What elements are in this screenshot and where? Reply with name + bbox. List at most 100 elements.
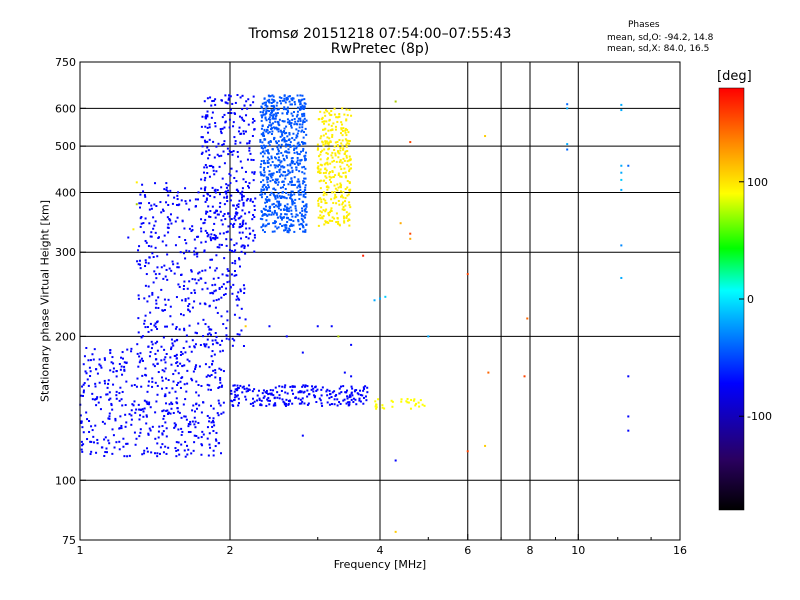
data-point — [263, 134, 266, 137]
data-point — [138, 408, 141, 411]
data-point — [79, 414, 82, 417]
data-point — [207, 149, 210, 152]
data-point — [269, 118, 272, 121]
data-point — [289, 164, 292, 167]
data-point — [291, 190, 294, 193]
data-point — [145, 414, 148, 417]
data-point — [330, 114, 333, 117]
data-point — [407, 401, 410, 404]
data-point — [228, 280, 231, 283]
data-point — [142, 359, 145, 362]
data-point — [218, 286, 221, 289]
data-point — [98, 363, 101, 366]
data-point — [138, 206, 141, 209]
data-point — [187, 305, 190, 308]
data-point — [222, 370, 225, 373]
data-point — [296, 186, 299, 189]
data-point — [271, 174, 274, 177]
data-point — [330, 154, 333, 157]
data-point — [620, 171, 623, 174]
data-point — [274, 225, 277, 228]
data-point — [308, 393, 311, 396]
data-point — [320, 211, 323, 214]
data-point — [209, 237, 212, 240]
data-point — [135, 408, 138, 411]
data-point — [137, 297, 140, 300]
data-point — [409, 141, 412, 144]
data-point — [131, 403, 134, 406]
data-point — [335, 221, 338, 224]
data-point — [267, 186, 270, 189]
data-point — [277, 165, 280, 168]
data-point — [301, 94, 304, 97]
data-point — [205, 166, 208, 169]
data-point — [287, 210, 290, 213]
data-point — [221, 273, 224, 276]
data-point — [167, 223, 170, 226]
data-point — [175, 449, 178, 452]
data-point — [217, 142, 220, 145]
data-point — [208, 328, 211, 331]
data-point — [285, 398, 288, 401]
data-point — [260, 114, 263, 117]
data-point — [156, 349, 159, 352]
data-point — [220, 452, 223, 455]
data-point — [174, 369, 177, 372]
data-point — [281, 133, 284, 136]
data-point — [297, 120, 300, 123]
data-point — [245, 100, 248, 103]
data-point — [271, 203, 274, 206]
data-point — [144, 367, 147, 370]
data-point — [124, 425, 127, 428]
data-point — [176, 361, 179, 364]
data-point — [243, 287, 246, 290]
data-point — [108, 412, 111, 415]
data-point — [229, 399, 232, 402]
data-point — [139, 431, 142, 434]
data-point — [189, 431, 192, 434]
colorbar-tick-label: -100 — [747, 410, 772, 423]
data-point — [265, 391, 268, 394]
data-point — [112, 367, 115, 370]
data-point — [85, 411, 88, 414]
data-point — [272, 126, 275, 129]
data-point — [249, 199, 252, 202]
data-point — [257, 389, 260, 392]
data-point — [207, 205, 210, 208]
data-point — [326, 142, 329, 145]
data-point — [207, 193, 210, 196]
data-point — [182, 314, 185, 317]
data-point — [237, 203, 240, 206]
data-point — [224, 120, 227, 123]
data-point — [318, 170, 321, 173]
data-point — [332, 176, 335, 179]
data-point — [293, 147, 296, 150]
data-point — [283, 171, 286, 174]
data-point — [214, 188, 217, 191]
data-point — [168, 267, 171, 270]
data-point — [241, 223, 244, 226]
data-point — [283, 106, 286, 109]
data-point — [352, 397, 355, 400]
data-point — [289, 206, 292, 209]
data-point — [144, 265, 147, 268]
data-point — [339, 182, 342, 185]
data-point — [151, 425, 154, 428]
data-point — [115, 375, 118, 378]
data-point — [281, 191, 284, 194]
data-point — [285, 156, 288, 159]
data-point — [237, 404, 240, 407]
data-point — [111, 452, 114, 455]
data-point — [274, 386, 277, 389]
data-point — [175, 357, 178, 360]
data-point — [345, 139, 348, 142]
data-point — [204, 269, 207, 272]
data-point — [209, 216, 212, 219]
data-point — [190, 291, 193, 294]
data-point — [188, 208, 191, 211]
data-point — [339, 132, 342, 135]
data-point — [220, 368, 223, 371]
data-point — [190, 270, 193, 273]
y-tick-label: 100 — [55, 474, 76, 487]
